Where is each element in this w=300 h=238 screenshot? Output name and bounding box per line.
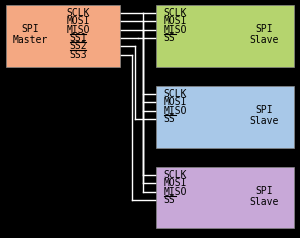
Text: SCLK: SCLK <box>164 8 187 18</box>
Text: SPI
Slave: SPI Slave <box>249 24 279 45</box>
Text: SPI
Slave: SPI Slave <box>249 105 279 126</box>
FancyBboxPatch shape <box>156 167 294 228</box>
Text: SCLK: SCLK <box>66 8 90 18</box>
Text: SS3: SS3 <box>69 50 87 60</box>
Text: MOSI: MOSI <box>164 16 187 26</box>
Text: MISO: MISO <box>164 106 187 116</box>
Text: SS: SS <box>164 114 175 124</box>
Text: SPI
Master: SPI Master <box>12 24 48 45</box>
FancyBboxPatch shape <box>156 5 294 67</box>
FancyBboxPatch shape <box>6 5 120 67</box>
Text: SS2: SS2 <box>69 41 87 51</box>
Text: MOSI: MOSI <box>164 97 187 107</box>
Text: MOSI: MOSI <box>66 16 90 26</box>
Text: MISO: MISO <box>164 25 187 35</box>
Text: SPI
Slave: SPI Slave <box>249 186 279 207</box>
Text: SCLK: SCLK <box>164 170 187 180</box>
Text: MOSI: MOSI <box>164 178 187 188</box>
FancyBboxPatch shape <box>156 86 294 148</box>
Text: SS: SS <box>164 33 175 43</box>
Text: MISO: MISO <box>66 25 90 35</box>
Text: SCLK: SCLK <box>164 89 187 99</box>
Text: SS1: SS1 <box>69 33 87 43</box>
Text: MISO: MISO <box>164 187 187 197</box>
Text: SS: SS <box>164 195 175 205</box>
